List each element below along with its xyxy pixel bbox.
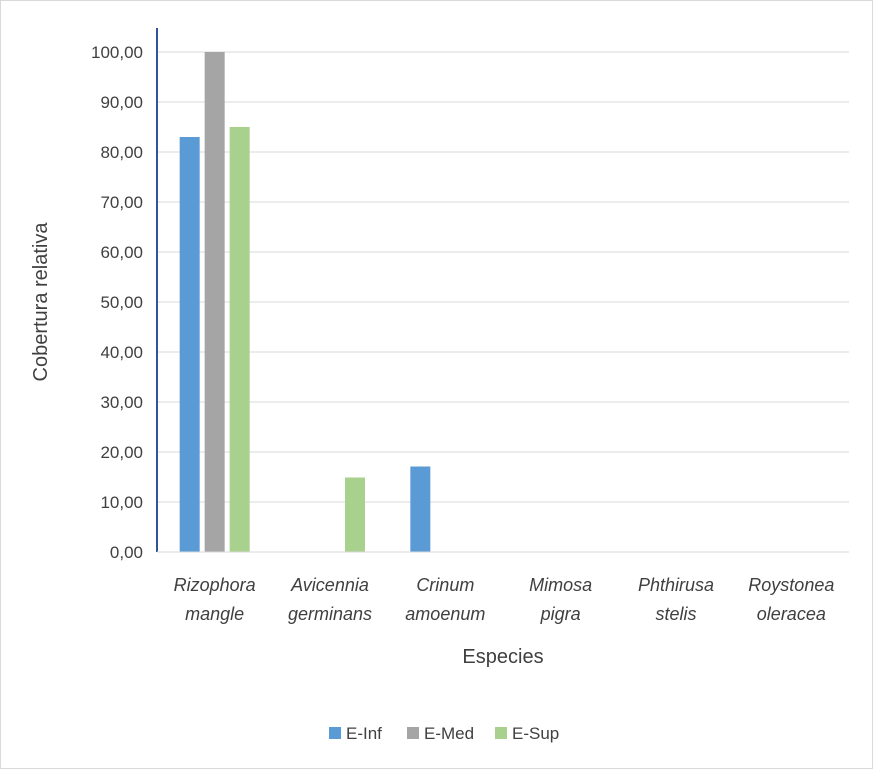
x-category-label: Roystonea <box>748 575 834 595</box>
y-tick-label: 80,00 <box>100 143 143 162</box>
x-category-label: germinans <box>288 604 372 624</box>
x-category-label: mangle <box>185 604 244 624</box>
y-tick-label: 90,00 <box>100 93 143 112</box>
gridlines <box>157 51 849 503</box>
y-tick-label: 70,00 <box>100 193 143 212</box>
y-tick-label: 0,00 <box>110 543 143 562</box>
bar-e-inf <box>179 137 200 552</box>
x-category-label: pigra <box>540 604 581 624</box>
y-tick-label: 50,00 <box>100 293 143 312</box>
y-axis-title: Cobertura relativa <box>30 222 52 382</box>
bar-e-med <box>204 52 225 552</box>
x-category-label: Mimosa <box>529 575 592 595</box>
legend-swatch <box>329 727 341 739</box>
x-category-label: Crinum <box>416 575 474 595</box>
x-category-labels: Rizophora mangle Avicennia germinans Crinum a… <box>174 575 835 624</box>
bars <box>179 52 802 552</box>
x-category-label: stelis <box>655 604 696 624</box>
y-tick-label: 60,00 <box>100 243 143 262</box>
bar-e-inf <box>410 466 431 552</box>
legend: E-Inf E-Med E-Sup <box>329 724 559 743</box>
x-category-label: Phthirusa <box>638 575 714 595</box>
bar-e-sup <box>229 127 250 552</box>
x-category-label: oleracea <box>757 604 826 624</box>
y-tick-label: 10,00 <box>100 493 143 512</box>
x-axis-title: Especies <box>462 646 543 668</box>
legend-label: E-Sup <box>512 724 559 743</box>
x-category-label: Rizophora <box>174 575 256 595</box>
legend-swatch <box>495 727 507 739</box>
legend-label: E-Med <box>424 724 474 743</box>
legend-swatch <box>407 727 419 739</box>
y-tick-label: 30,00 <box>100 393 143 412</box>
legend-label: E-Inf <box>346 724 382 743</box>
x-category-label: Avicennia <box>290 575 369 595</box>
y-tick-label: 20,00 <box>100 443 143 462</box>
axes <box>156 28 849 553</box>
x-category-label: amoenum <box>405 604 485 624</box>
y-tick-label: 100,00 <box>91 43 143 62</box>
y-tick-labels: 0,00 10,00 20,00 30,00 40,00 50,00 60,00 70,00 8… <box>91 43 143 562</box>
bar-e-sup <box>345 477 365 552</box>
y-tick-label: 40,00 <box>100 343 143 362</box>
